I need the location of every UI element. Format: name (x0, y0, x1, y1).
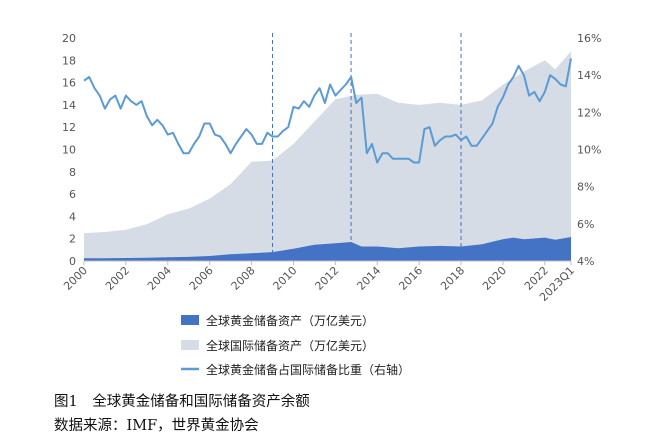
legend: 全球黄金储备资产（万亿美元） 全球国际储备资产（万亿美元） 全球黄金储备占国际储… (181, 313, 410, 377)
y-left-tick-label: 20 (62, 32, 76, 45)
legend-item-gold: 全球黄金储备资产（万亿美元） (181, 313, 374, 328)
y-left-tick-label: 8 (69, 166, 76, 179)
y-right-tick-label: 8% (577, 181, 594, 194)
y-right-tick-label: 14% (577, 69, 601, 82)
y-right-tick-label: 12% (577, 106, 601, 119)
y-right-tick-label: 6% (577, 218, 594, 231)
area-global-gold-reserves (84, 237, 571, 261)
x-tick-label: 2006 (187, 264, 216, 293)
x-tick-label: 2018 (438, 264, 467, 293)
legend-item-reserves: 全球国际储备资产（万亿美元） (181, 338, 374, 353)
x-tick-label: 2014 (354, 264, 383, 293)
x-tick-label: 2002 (103, 264, 132, 293)
legend-swatch-reserves (181, 340, 199, 350)
x-tick-label: 2016 (396, 264, 425, 293)
y-right-tick-label: 10% (577, 144, 601, 157)
y-axis-left: 0 2 4 6 8 10 12 14 16 18 20 (62, 32, 76, 268)
legend-label-share: 全球黄金储备占国际储备比重（右轴） (206, 362, 410, 377)
x-tick-label: 2004 (145, 264, 174, 293)
x-tick-label: 2012 (312, 264, 341, 293)
reference-lines (272, 33, 462, 261)
y-left-tick-label: 12 (62, 121, 76, 134)
x-tick-label: 2000 (61, 264, 90, 293)
line-gold-share (83, 58, 572, 164)
x-axis: 2000 2002 2004 2006 2008 2010 2012 2014 2016 2018… (61, 260, 577, 304)
y-left-tick-label: 6 (69, 188, 76, 201)
y-left-tick-label: 4 (69, 210, 76, 223)
legend-label-gold: 全球黄金储备资产（万亿美元） (206, 313, 374, 328)
legend-label-reserves: 全球国际储备资产（万亿美元） (206, 338, 374, 353)
figure-caption-source: 数据来源：IMF，世界黄金协会 (54, 418, 259, 434)
y-left-tick-label: 2 (69, 233, 76, 246)
legend-swatch-gold (181, 315, 199, 325)
x-tick-label: 2020 (480, 264, 509, 293)
y-right-tick-label: 4% (577, 255, 594, 268)
y-left-tick-label: 14 (62, 99, 76, 112)
legend-item-share: 全球黄金储备占国际储备比重（右轴） (181, 362, 410, 377)
y-left-tick-label: 18 (62, 54, 76, 67)
chart: 0 2 4 6 8 10 12 14 16 18 20 4% 6% 8% 10% 12% 14% 16% 200… (61, 32, 601, 377)
y-left-tick-label: 0 (69, 255, 76, 268)
area-global-reserves (84, 51, 571, 262)
plot-area (83, 33, 572, 262)
y-right-tick-label: 16% (577, 32, 601, 45)
figure-caption-title: 图1 全球黄金储备和国际储备资产余额 (54, 394, 310, 410)
y-left-tick-label: 16 (62, 77, 76, 90)
x-tick-label: 2010 (271, 264, 300, 293)
x-tick-label: 2008 (229, 264, 258, 293)
y-left-tick-label: 10 (62, 144, 76, 157)
y-axis-right: 4% 6% 8% 10% 12% 14% 16% (577, 32, 601, 268)
